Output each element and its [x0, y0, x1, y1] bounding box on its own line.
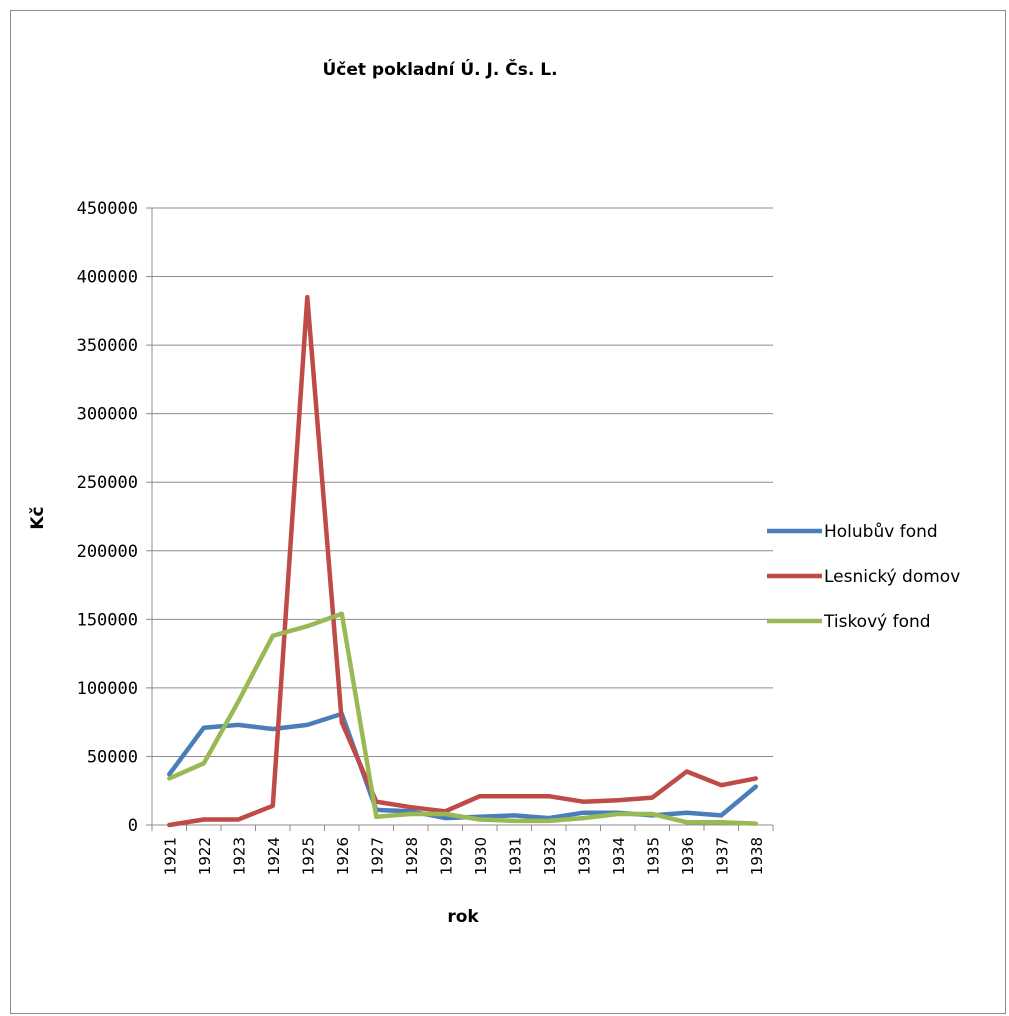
y-tick-label: 150000: [77, 610, 138, 630]
series-line: [167, 294, 759, 828]
x-tick-label: 1935: [644, 837, 662, 875]
x-tick-label: 1927: [368, 837, 386, 875]
x-tick-label: 1921: [161, 837, 179, 875]
series-lines: [167, 294, 759, 828]
x-tick-label: 1929: [437, 837, 455, 875]
series-line: [167, 611, 759, 826]
x-tick-label: 1922: [196, 837, 214, 875]
axes: [146, 207, 774, 831]
x-tick-label: 1937: [713, 837, 731, 875]
x-tick-label: 1925: [299, 837, 317, 875]
chart-title: Účet pokladní Ú. J. Čs. L.: [322, 58, 557, 80]
x-axis-label: rok: [447, 907, 479, 927]
y-tick-label: 250000: [77, 473, 138, 493]
y-tick-label: 450000: [77, 199, 138, 219]
x-tick-labels: 1921 1922 1923 1924 1925 1926 1927 1928 1929 1930…: [161, 837, 766, 875]
x-tick-label: 1933: [575, 837, 593, 875]
y-tick-label: 100000: [77, 679, 138, 699]
y-tick-label: 200000: [77, 542, 138, 562]
x-tick-label: 1924: [265, 837, 283, 875]
y-tick-label: 300000: [77, 405, 138, 425]
legend-label: Lesnický domov: [824, 567, 960, 587]
y-tick-label: 0: [128, 816, 138, 836]
x-tick-label: 1926: [334, 837, 352, 875]
x-tick-label: 1928: [403, 837, 421, 875]
x-tick-label: 1932: [541, 837, 559, 875]
y-tick-labels: 0 50000 100000 150000 200000 250000 300000 3500…: [77, 199, 138, 836]
legend-label: Holubův fond: [824, 522, 938, 542]
chart-frame: [10, 10, 1006, 1014]
y-tick-label: 350000: [77, 336, 138, 356]
x-tick-label: 1923: [230, 837, 248, 875]
y-tick-label: 50000: [87, 747, 138, 767]
y-tick-label: 400000: [77, 268, 138, 288]
x-tick-label: 1934: [610, 837, 628, 875]
y-axis-label: Kč: [28, 506, 48, 529]
x-tick-label: 1936: [679, 837, 697, 875]
x-tick-label: 1938: [748, 837, 766, 875]
legend: Holubův fond Lesnický domov Tiskový fond: [767, 522, 960, 632]
x-tick-label: 1930: [472, 837, 490, 875]
legend-label: Tiskový fond: [823, 612, 931, 632]
gridlines: [152, 207, 773, 757]
x-tick-label: 1931: [506, 837, 524, 875]
